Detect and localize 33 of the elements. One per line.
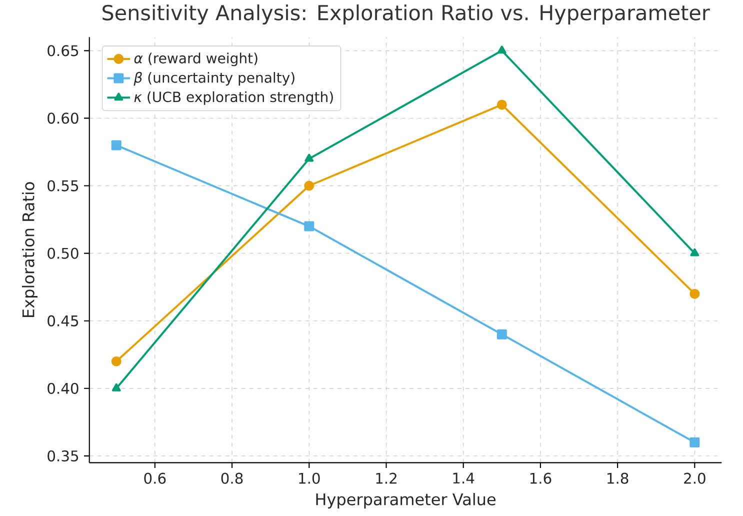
point (304, 180, 314, 191)
y-tick-label: 0.35 (48, 450, 78, 462)
point (496, 100, 507, 110)
y-tick-label: 0.55 (48, 180, 78, 192)
legend-label: β (uncertainty penalty) (134, 72, 294, 86)
y-tick-label: 0.40 (48, 382, 78, 394)
x-axis-title: Hyperparameter Value (316, 492, 496, 508)
point (304, 154, 314, 162)
x-tick-label: 1.2 (376, 472, 396, 484)
y-tick-label: 0.65 (48, 45, 78, 56)
legend-label: α (reward weight) (134, 52, 258, 66)
legend-label: κ (UCB exploration strength) (134, 91, 333, 105)
y-tick-label: 0.50 (48, 248, 78, 259)
point (690, 248, 700, 256)
point (497, 46, 506, 54)
x-tick-label: 1.4 (453, 472, 474, 484)
x-tick-label: 1.0 (299, 472, 320, 484)
x-tick-label: 2.0 (684, 472, 706, 484)
point (111, 140, 122, 150)
x-tick-label: 1.6 (530, 472, 552, 484)
point (496, 329, 507, 340)
x-tick-label: 0.6 (144, 472, 166, 484)
y-tick-label: 0.60 (48, 112, 78, 124)
point (690, 288, 700, 299)
y-tick-label: 0.45 (48, 315, 78, 326)
x-tick-label: 0.8 (221, 472, 243, 484)
chart-title: Sensitivity Analysis: Exploration Ratio vs. Hyperparameter (102, 4, 710, 24)
point (304, 221, 314, 232)
x-tick-label: 1.8 (608, 472, 628, 484)
y-axis-title: Exploration Ratio (22, 182, 38, 317)
point (111, 356, 122, 366)
point (690, 437, 700, 448)
point (112, 383, 121, 392)
